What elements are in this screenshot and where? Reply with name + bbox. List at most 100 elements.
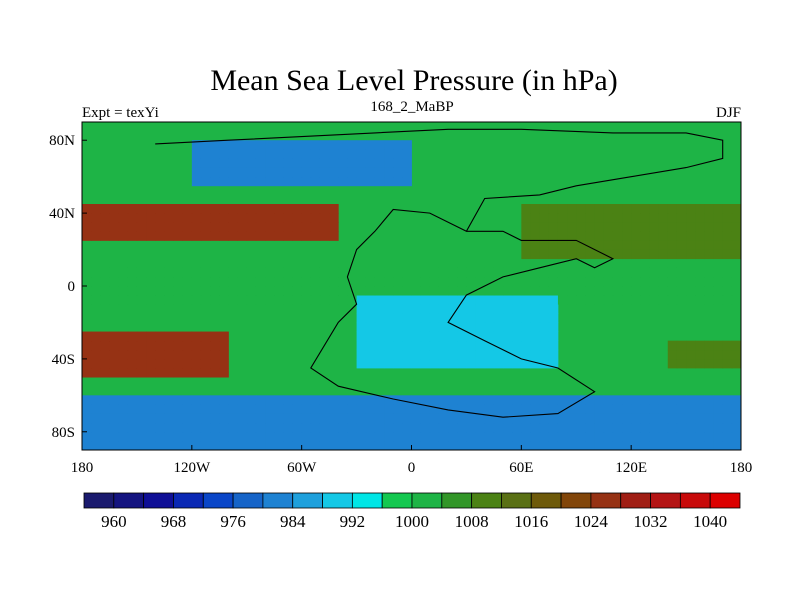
field-cell bbox=[667, 413, 678, 424]
field-cell bbox=[567, 231, 577, 241]
colorbar-box bbox=[113, 492, 145, 509]
field-cell bbox=[658, 240, 669, 250]
field-cell bbox=[384, 440, 394, 451]
field-cell bbox=[246, 167, 257, 178]
field-cell bbox=[200, 158, 211, 168]
field-cell bbox=[649, 249, 660, 260]
field-cell bbox=[448, 413, 458, 424]
field-cell bbox=[539, 349, 550, 360]
field-cell bbox=[118, 213, 129, 223]
field-cell bbox=[429, 267, 440, 278]
field-cell bbox=[466, 404, 476, 414]
center-string: 168_2_MaBP bbox=[370, 99, 453, 115]
field-cell bbox=[676, 286, 687, 296]
field-cell bbox=[146, 413, 156, 424]
field-cell bbox=[548, 431, 559, 442]
field-cell bbox=[100, 331, 110, 342]
field-cell bbox=[411, 304, 422, 314]
field-cell bbox=[493, 313, 504, 323]
field-cell bbox=[557, 286, 568, 296]
field-cell bbox=[402, 158, 412, 168]
field-cell bbox=[164, 331, 174, 342]
field-cell bbox=[704, 413, 714, 424]
field-cell bbox=[173, 340, 184, 351]
field-cell bbox=[548, 295, 559, 305]
colorbar-label: 1024 bbox=[574, 512, 609, 531]
field-cell bbox=[539, 395, 550, 405]
field-cell bbox=[521, 413, 531, 424]
field-cell bbox=[319, 395, 330, 405]
field-cell bbox=[512, 276, 522, 287]
field-cell bbox=[127, 204, 138, 214]
field-cell bbox=[319, 149, 330, 159]
field-cell bbox=[255, 149, 266, 159]
field-cell bbox=[475, 413, 486, 424]
field-cell bbox=[631, 249, 641, 260]
field-cell bbox=[191, 295, 202, 305]
field-cell bbox=[548, 331, 559, 342]
field-cell bbox=[567, 222, 577, 232]
field-cell bbox=[356, 149, 367, 159]
field-cell bbox=[576, 231, 586, 241]
field-cell bbox=[274, 204, 284, 214]
field-cell bbox=[695, 440, 705, 451]
field-cell bbox=[118, 331, 129, 342]
field-cell bbox=[484, 404, 495, 414]
field-cell bbox=[457, 413, 467, 424]
field-cell bbox=[438, 358, 449, 369]
field-cell bbox=[411, 331, 422, 342]
field-cell bbox=[402, 295, 412, 305]
field-cell bbox=[704, 249, 714, 260]
field-cell bbox=[612, 222, 623, 232]
field-cell bbox=[255, 213, 266, 223]
field-cell bbox=[667, 267, 678, 278]
field-cell bbox=[374, 358, 385, 369]
field-cell bbox=[237, 395, 248, 405]
x-tick-label: 120W bbox=[173, 460, 211, 476]
field-cell bbox=[475, 304, 486, 314]
field-cell bbox=[329, 395, 339, 405]
field-cell bbox=[731, 240, 742, 250]
field-cell bbox=[731, 295, 742, 305]
x-tick-label: 0 bbox=[408, 460, 416, 476]
field-cell bbox=[686, 295, 696, 305]
field-cell bbox=[704, 267, 714, 278]
field-cell bbox=[557, 213, 568, 223]
field-cell bbox=[576, 431, 586, 442]
field-cell bbox=[521, 395, 531, 405]
field-cell bbox=[374, 340, 385, 351]
field-cell bbox=[191, 149, 202, 159]
field-cell bbox=[182, 413, 193, 424]
field-cell bbox=[127, 368, 138, 378]
field-cell bbox=[640, 440, 650, 451]
field-cell bbox=[82, 395, 92, 405]
field-cell bbox=[219, 204, 229, 214]
field-cell bbox=[411, 431, 422, 442]
field-cell bbox=[136, 431, 147, 442]
field-cell bbox=[676, 231, 687, 241]
x-tick-label: 60E bbox=[509, 460, 533, 476]
field-cell bbox=[411, 286, 422, 296]
field-cell bbox=[603, 267, 614, 278]
field-cell bbox=[265, 440, 275, 451]
field-cell bbox=[200, 295, 211, 305]
field-cell bbox=[164, 358, 174, 369]
field-cell bbox=[429, 431, 440, 442]
field-cell bbox=[622, 295, 632, 305]
field-cell bbox=[658, 286, 669, 296]
field-cell bbox=[658, 276, 669, 287]
field-cell bbox=[512, 404, 522, 414]
field-cell bbox=[640, 422, 650, 433]
field-cell bbox=[219, 404, 229, 414]
field-cell bbox=[411, 267, 422, 278]
field-cell bbox=[686, 231, 696, 241]
field-cell bbox=[649, 231, 660, 241]
field-cell bbox=[182, 267, 193, 278]
field-cell bbox=[118, 295, 129, 305]
field-cell bbox=[457, 404, 467, 414]
field-cell bbox=[100, 267, 110, 278]
field-cell bbox=[82, 231, 92, 241]
field-cell bbox=[365, 340, 376, 351]
field-cell bbox=[292, 431, 303, 442]
field-cell bbox=[567, 267, 577, 278]
